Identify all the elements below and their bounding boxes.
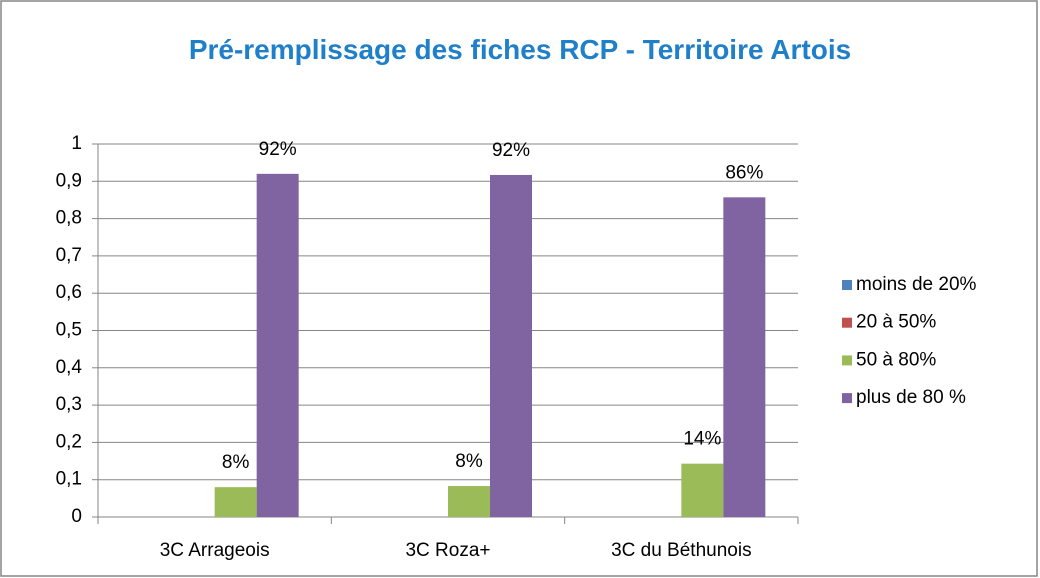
y-tick-label: 0,1	[56, 469, 82, 490]
y-tick-label: 0,2	[56, 431, 82, 452]
legend-swatch	[842, 317, 852, 328]
y-tick-label: 0,4	[56, 357, 83, 378]
bar	[214, 487, 257, 517]
y-tick-label: 0,9	[56, 170, 82, 191]
x-tick-label: 3C du Béthunois	[611, 540, 752, 561]
data-label: 86%	[725, 162, 763, 183]
y-tick-label: 0	[71, 506, 82, 527]
bar	[256, 173, 299, 517]
y-tick-label: 0,7	[56, 245, 82, 266]
y-tick-label: 0,3	[56, 394, 82, 415]
data-label: 92%	[259, 139, 297, 160]
legend-swatch	[842, 393, 852, 404]
bar	[723, 197, 766, 518]
legend-label: 50 à 80%	[856, 349, 936, 370]
legend-swatch	[842, 280, 852, 290]
y-tick-label: 0,6	[56, 282, 82, 303]
data-label: 8%	[222, 452, 250, 473]
y-tick-label: 0,5	[56, 320, 82, 341]
bar	[681, 463, 724, 517]
legend-label: moins de 20%	[856, 274, 977, 295]
y-tick-label: 1	[71, 133, 82, 154]
legend-label: plus de 80 %	[856, 387, 966, 408]
data-label: 8%	[455, 451, 483, 472]
legend-label: 20 à 50%	[856, 312, 936, 333]
data-label: 92%	[492, 140, 530, 161]
data-label: 14%	[683, 429, 721, 450]
y-tick-label: 0,8	[56, 208, 82, 229]
x-tick-label: 3C Roza+	[405, 540, 490, 561]
bar	[490, 174, 532, 518]
bar	[448, 486, 490, 517]
legend-swatch	[842, 355, 852, 366]
chart-title: Pré-remplissage des fiches RCP - Territo…	[188, 34, 852, 65]
x-tick-label: 3C Arrageois	[160, 540, 270, 561]
